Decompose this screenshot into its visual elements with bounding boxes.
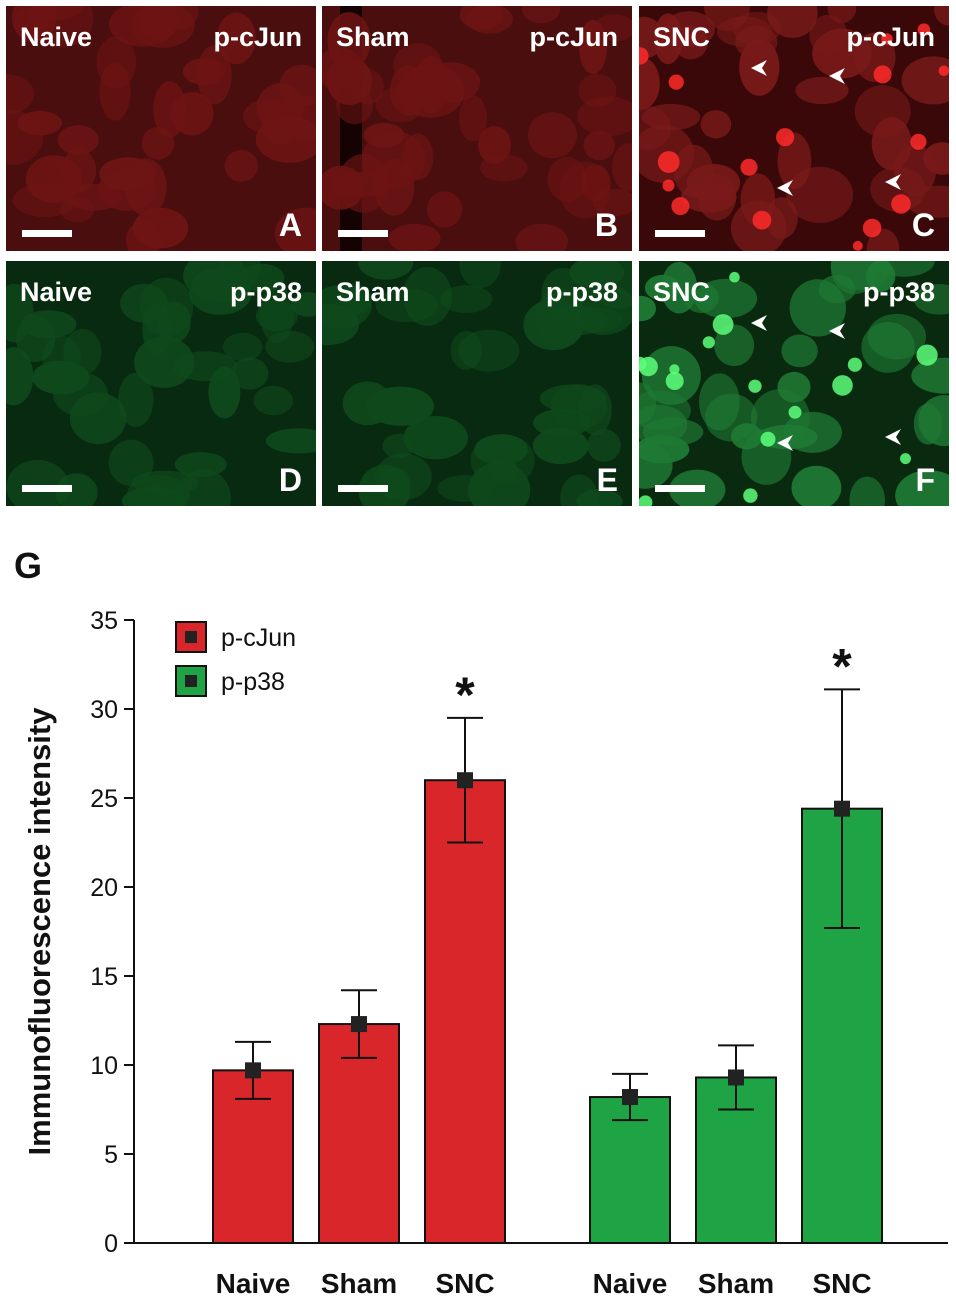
arrowhead-icon	[777, 180, 793, 196]
mean-marker	[457, 772, 473, 789]
significance-asterisk: *	[455, 667, 475, 723]
x-tick-label: Naive	[216, 1268, 291, 1299]
panel-letter: A	[278, 207, 302, 243]
micrograph-image	[322, 6, 632, 251]
panel-condition-label: Naive	[20, 22, 93, 52]
panel-letter: E	[596, 462, 618, 498]
micrograph-panel-e: Sham p-p38 E	[322, 261, 632, 506]
mean-marker	[245, 1062, 261, 1079]
scale-bar	[22, 230, 72, 237]
scale-bar	[338, 485, 388, 492]
significance-asterisk: *	[832, 638, 852, 694]
bar	[212, 1069, 294, 1244]
x-tick-label: SNC	[812, 1268, 871, 1299]
y-tick-label: 10	[90, 1052, 118, 1080]
micrograph-panel-f: SNC p-p38 F	[639, 261, 949, 506]
bar-chart: 0 5 10 15 20 25 30 35 Immunofluorescence intensi…	[22, 607, 948, 1299]
mean-marker	[728, 1069, 744, 1086]
arrowhead-icon	[885, 174, 901, 190]
x-tick-label: SNC	[435, 1268, 494, 1299]
arrowhead-icon	[777, 435, 793, 451]
panel-condition-label: Naive	[20, 277, 93, 307]
micrograph-image	[322, 261, 632, 506]
arrowhead-icon	[829, 68, 845, 84]
micrograph-image	[6, 261, 316, 506]
micrograph-image	[6, 6, 316, 251]
y-tick-label: 0	[104, 1230, 118, 1258]
legend-swatch	[175, 665, 207, 697]
mean-marker	[622, 1089, 638, 1106]
panel-marker-label: p-cJun	[846, 22, 935, 52]
y-tick-label: 35	[90, 607, 118, 635]
legend-marker	[185, 675, 197, 687]
micrograph-panel-b: Sham p-cJun B	[322, 6, 632, 251]
panel-condition-label: Sham	[336, 22, 410, 52]
micrograph-panel-c: SNC p-cJun C	[639, 6, 949, 251]
panel-condition-label: SNC	[653, 22, 711, 52]
figure-label-g: G	[14, 545, 43, 586]
x-tick-label: Naive	[593, 1268, 668, 1299]
panel-letter: C	[911, 207, 935, 243]
panel-marker-label: p-p38	[545, 277, 618, 307]
panel-marker-label: p-p38	[862, 277, 935, 307]
bar	[318, 1023, 400, 1244]
panel-marker-label: p-p38	[229, 277, 302, 307]
legend-marker	[185, 631, 197, 643]
scale-bar	[655, 230, 705, 237]
panel-condition-label: SNC	[653, 277, 711, 307]
arrowhead-icon	[885, 429, 901, 445]
panel-condition-label: Sham	[336, 277, 410, 307]
legend-label: p-cJun	[221, 624, 296, 652]
panel-marker-label: p-cJun	[213, 22, 302, 52]
panel-letter: D	[278, 462, 302, 498]
arrowhead-icon	[751, 60, 767, 76]
y-tick-label: 5	[104, 1141, 118, 1169]
micrograph-image	[639, 261, 949, 506]
micrograph-panel-a: Naive p-cJun A	[6, 6, 316, 251]
y-tick-label: 20	[90, 874, 118, 902]
micrograph-panel-d: Naive p-p38 D	[6, 261, 316, 506]
scale-bar	[338, 230, 388, 237]
panel-letter: F	[915, 462, 935, 498]
arrowhead-icon	[829, 323, 845, 339]
mean-marker	[351, 1016, 367, 1033]
y-tick-label: 30	[90, 696, 118, 724]
legend-label: p-p38	[221, 668, 285, 696]
bar	[424, 779, 506, 1244]
x-tick-label: Sham	[321, 1268, 397, 1299]
y-tick-label: 15	[90, 963, 118, 991]
scale-bar	[22, 485, 72, 492]
arrowhead-icon	[751, 315, 767, 331]
bar	[589, 1096, 671, 1245]
scale-bar	[655, 485, 705, 492]
y-tick-label: 25	[90, 785, 118, 813]
x-tick-label: Sham	[698, 1268, 774, 1299]
panel-marker-label: p-cJun	[529, 22, 618, 52]
micrograph-image	[639, 6, 949, 251]
y-axis-label: Immunofluorescence intensity	[22, 707, 57, 1156]
panel-letter: B	[594, 207, 618, 243]
mean-marker	[834, 800, 850, 817]
